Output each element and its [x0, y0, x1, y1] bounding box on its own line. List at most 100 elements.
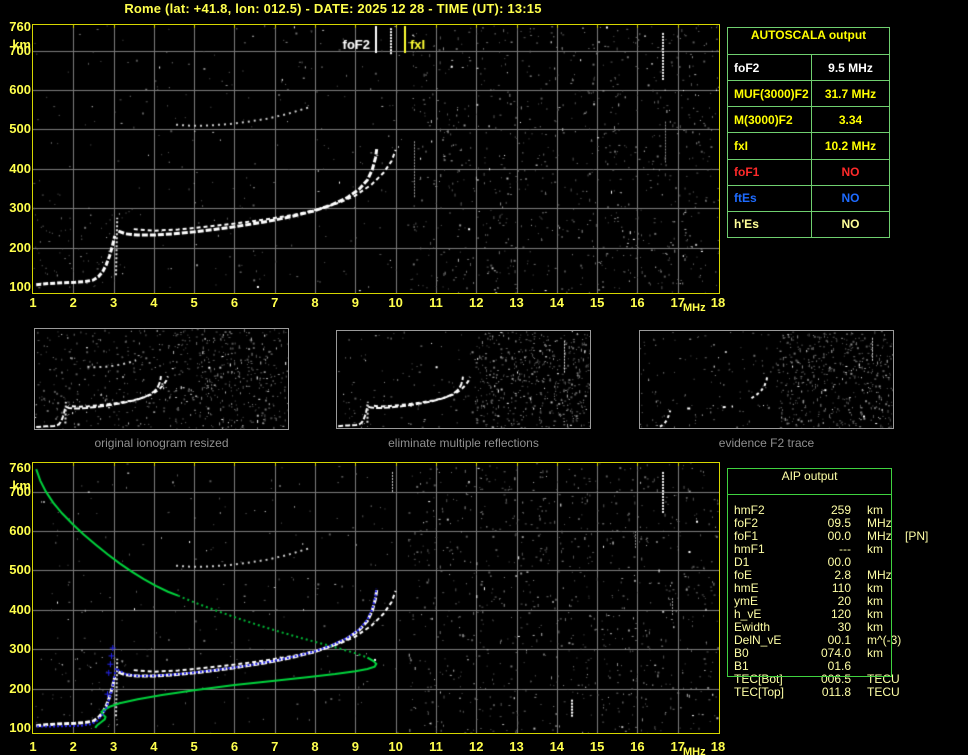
x-tick-label: 3	[109, 739, 118, 754]
autoscala-panel: AUTOSCALA output foF2 9.5 MHz MUF(3000)F2 3…	[727, 27, 890, 238]
aip-param-note	[903, 581, 905, 594]
aip-param-note	[903, 503, 905, 516]
thumbnail-evidence-f2	[639, 330, 894, 429]
aip-row-b1: B1 01.6	[727, 659, 957, 673]
aip-param-value: 006.5	[820, 672, 851, 686]
x-tick-label: 7	[271, 739, 279, 754]
thumbnail-evidence-canvas	[640, 331, 893, 428]
x-tick-label: 17	[670, 295, 685, 310]
top-ionogram-plot	[32, 24, 720, 294]
x-tick-label: 7	[271, 295, 279, 310]
aip-param-label: B1	[734, 659, 749, 673]
aip-row-yme: ymE 20 km	[727, 594, 957, 608]
x-tick-label: 15	[589, 295, 605, 310]
autoscala-row-m3000f2: M(3000)F2 3.34	[728, 107, 889, 134]
x-tick-label: 9	[351, 295, 359, 310]
autoscala-row-hes: h'Es NO	[728, 211, 889, 237]
aip-param-value: 20	[837, 594, 851, 608]
x-tick-label: 1	[29, 295, 37, 310]
y-axis-unit-label: km	[12, 37, 31, 52]
y-axis-unit-label: km	[12, 478, 31, 493]
x-axis-unit-label: MHz	[683, 746, 706, 755]
autoscala-row-ftes: ftEs NO	[728, 185, 889, 212]
aip-param-label: ymE	[734, 594, 758, 608]
autoscala-row-fof2: foF2 9.5 MHz	[728, 55, 889, 82]
x-tick-label: 8	[311, 295, 319, 310]
y-tick-label: 200	[9, 680, 31, 696]
aip-param-unit: km	[867, 581, 883, 595]
y-tick-label: 500	[9, 121, 31, 137]
autoscala-param-label: foF2	[728, 55, 812, 81]
autoscala-panel-title: AUTOSCALA output	[728, 28, 889, 55]
station-title: Rome (lat: +41.8, lon: 012.5) - DATE: 20…	[124, 1, 542, 16]
x-tick-label: 14	[549, 739, 565, 754]
aip-row-ewidth: Ewidth 30 km	[727, 620, 957, 634]
autoscala-param-label: ftEs	[728, 185, 812, 211]
autoscala-param-value: 9.5 MHz	[828, 60, 873, 75]
autoscala-param-value: NO	[841, 217, 860, 232]
aip-param-unit: MHz	[867, 529, 892, 543]
x-tick-label: 2	[69, 739, 77, 754]
y-tick-label: 500	[9, 562, 31, 578]
aip-param-note	[903, 594, 905, 607]
aip-param-value: 00.1	[827, 633, 851, 647]
aip-param-note	[903, 607, 905, 620]
aip-param-value: ---	[839, 542, 851, 556]
aip-param-unit: km	[867, 503, 883, 517]
x-tick-label: 15	[589, 739, 605, 754]
autoscala-row-fxi: fxI 10.2 MHz	[728, 133, 889, 160]
y-tick-label: 700	[9, 42, 31, 58]
x-tick-label: 11	[429, 295, 443, 310]
autoscala-param-value: 3.34	[838, 112, 863, 127]
autoscala-param-label: h'Es	[728, 211, 812, 237]
aip-panel-title: AIP output	[728, 469, 891, 495]
y-tick-label: 600	[9, 523, 31, 539]
autoscala-param-label: fxI	[728, 133, 812, 159]
aip-param-value: 01.6	[827, 659, 851, 673]
thumbnail-eliminate-reflections	[336, 330, 591, 429]
aip-param-label: TEC[Top]	[734, 685, 785, 699]
aip-param-unit: m^(-3)	[867, 633, 902, 647]
aip-row-fof1: foF1 00.0 MHz [PN]	[727, 529, 957, 543]
aip-param-unit: TECU	[867, 672, 900, 686]
aip-row-delnve: DelN_vE 00.1 m^(-3)	[727, 633, 957, 647]
x-tick-label: 10	[388, 295, 403, 310]
x-tick-label: 11	[429, 739, 443, 754]
aip-row-hmf1: hmF1 --- km	[727, 542, 957, 556]
autoscala-param-label: MUF(3000)F2	[728, 81, 812, 107]
aip-param-note	[903, 659, 905, 672]
thumbnail-caption-eliminate: eliminate multiple reflections	[388, 436, 539, 450]
y-tick-label: 300	[9, 641, 31, 657]
aip-param-label: hmE	[734, 581, 759, 595]
x-tick-label: 9	[351, 739, 359, 754]
aip-param-value: 00.0	[827, 555, 851, 569]
x-axis-unit-label: MHz	[683, 302, 706, 314]
x-tick-label: 8	[311, 739, 319, 754]
aip-param-label: foF1	[734, 529, 759, 543]
x-tick-label: 14	[549, 295, 565, 310]
aip-param-label: foF2	[734, 516, 759, 530]
x-tick-label: 6	[230, 295, 239, 310]
aip-param-value: 30	[837, 620, 851, 634]
aip-param-unit: km	[867, 542, 883, 556]
thumbnail-original-ionogram	[34, 328, 289, 430]
y-tick-label: 100	[9, 720, 31, 736]
aip-param-unit	[851, 659, 903, 672]
y-tick-label: 100	[9, 279, 31, 295]
aip-param-unit: MHz	[867, 568, 892, 582]
x-tick-label: 1	[29, 739, 37, 754]
aip-row-b0: B0 074.0 km	[727, 646, 957, 660]
aip-rows: hmF2 259 km foF2 09.5 MHz foF1 00.0 MHz [PN] hmF1 -…	[727, 503, 957, 699]
y-tick-label: 300	[9, 200, 31, 216]
x-tick-label: 18	[710, 295, 726, 310]
aip-row-hmf2: hmF2 259 km	[727, 503, 957, 517]
bottom-ionogram-plot	[32, 462, 720, 734]
autoscala-param-value: NO	[841, 191, 860, 206]
aip-row-d1: D1 00.0	[727, 555, 957, 569]
autoscala-row-muf3000f2: MUF(3000)F2 31.7 MHz	[728, 81, 889, 108]
autoscala-param-label: foF1	[728, 159, 812, 185]
autoscala-row-fof1: foF1 NO	[728, 159, 889, 186]
aip-param-unit: km	[867, 646, 883, 660]
aip-param-value: 259	[830, 503, 851, 517]
aip-param-note	[903, 542, 905, 555]
